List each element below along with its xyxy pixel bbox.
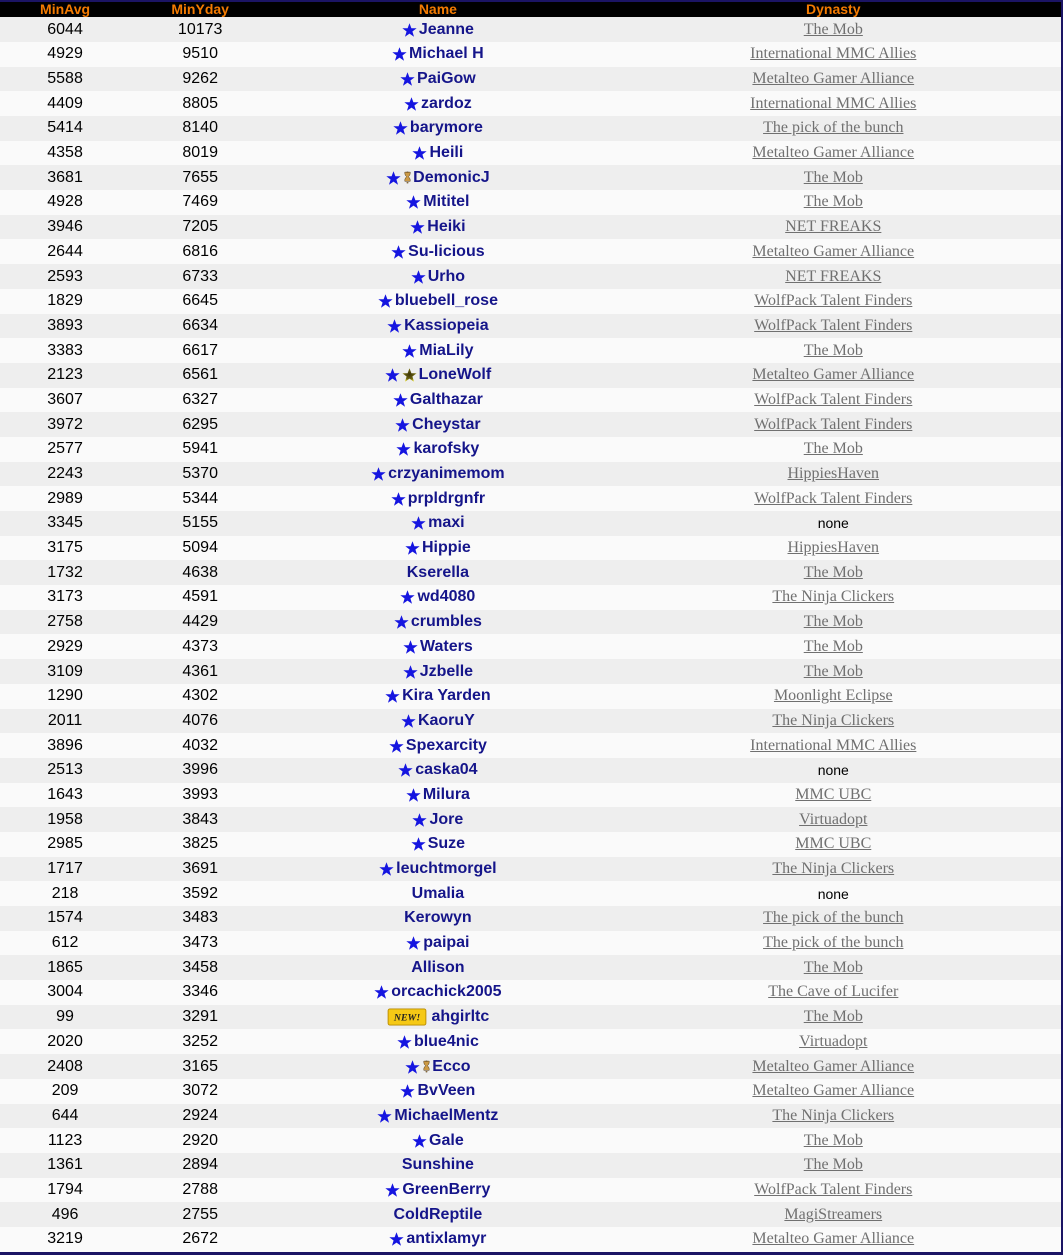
svg-text:NEW!: NEW!: [393, 1013, 420, 1024]
